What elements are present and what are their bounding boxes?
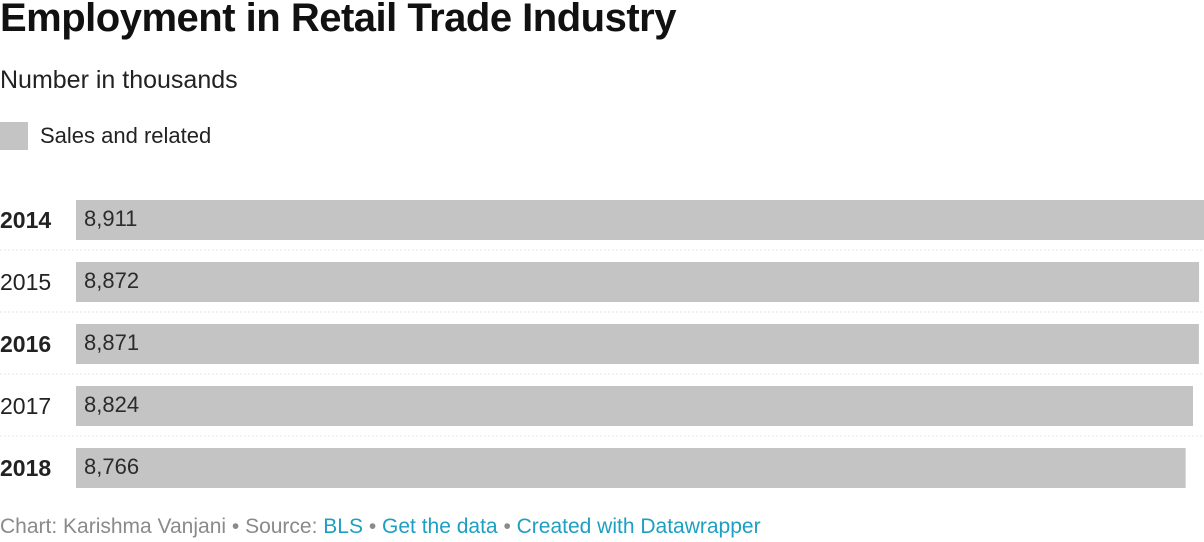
bar-2016: [76, 324, 1199, 364]
value-label-2017: 8,824: [84, 392, 139, 417]
category-label-2018: 2018: [0, 455, 51, 481]
chart-footer: Chart: Karishma Vanjani • Source: BLS • …: [0, 515, 761, 539]
category-label-2014: 2014: [0, 207, 51, 233]
legend-swatch: [0, 122, 28, 150]
footer-separator: •: [362, 515, 383, 538]
bar-2017: [76, 386, 1193, 426]
bar-chart: 2014 8,911 2015 8,872 2016 8,871 2017 8,824 2018…: [0, 200, 1204, 488]
value-label-2014: 8,911: [84, 206, 137, 231]
bar-2014: [76, 200, 1204, 240]
datawrapper-link[interactable]: Created with Datawrapper: [516, 515, 761, 538]
value-label-2016: 8,871: [84, 330, 139, 355]
get-data-link[interactable]: Get the data: [382, 515, 498, 538]
value-label-2018: 8,766: [84, 454, 139, 479]
bar-2015: [76, 262, 1200, 302]
legend: Sales and related: [0, 122, 211, 150]
legend-label: Sales and related: [40, 123, 212, 148]
source-link[interactable]: BLS: [323, 515, 363, 538]
chart-title: Employment in Retail Trade Industry: [0, 0, 676, 40]
bar-2018: [76, 448, 1186, 488]
footer-separator: •: [497, 515, 517, 538]
value-label-2015: 8,872: [84, 268, 139, 293]
category-label-2016: 2016: [0, 331, 51, 357]
category-label-2017: 2017: [0, 393, 51, 419]
footer-credit: Chart: Karishma Vanjani • Source:: [0, 515, 324, 538]
category-label-2015: 2015: [0, 269, 51, 295]
chart-subtitle: Number in thousands: [0, 66, 238, 94]
